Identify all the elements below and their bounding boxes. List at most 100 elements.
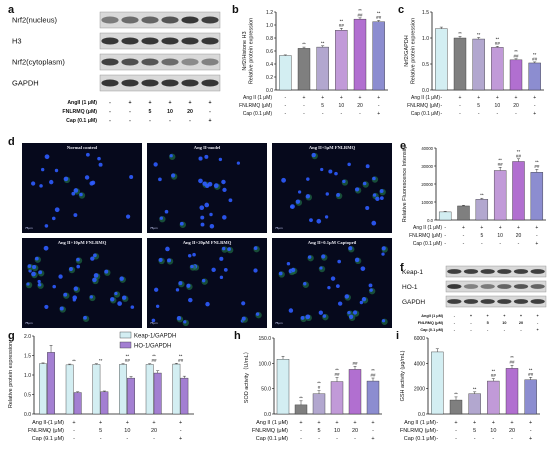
condition-mark: 10 (490, 428, 496, 434)
bar (457, 205, 470, 221)
cell-field (31, 152, 134, 228)
nucleus-dot (188, 297, 193, 303)
y-tick-label: 0.0 (427, 218, 433, 223)
blot-band (201, 58, 219, 66)
significance-mark: ** (299, 395, 303, 400)
nucleus-dot (86, 152, 90, 157)
bar (297, 48, 311, 91)
significance-mark: ** (126, 354, 130, 359)
nucleus-dot (322, 314, 327, 318)
nucleus-dot (44, 154, 50, 160)
blot-band (141, 37, 159, 45)
condition-mark: - (481, 241, 483, 247)
blot-band (121, 37, 139, 45)
condition-mark: 10 (124, 428, 130, 434)
nucleus-dot (90, 180, 96, 185)
y-tick-label: 0.0 (24, 412, 31, 418)
legend-swatch (119, 341, 132, 349)
blot-band (513, 269, 529, 274)
nucleus-dot (309, 218, 313, 223)
nucleus-dot (221, 246, 226, 251)
condition-mark: - (354, 436, 356, 442)
significance-mark: ** (454, 391, 458, 396)
y-axis-label: Nrf2/Histone H3 (242, 31, 248, 70)
nucleus-dot (54, 168, 59, 173)
nucleus-dot (381, 319, 386, 323)
nucleus-dot (37, 282, 42, 287)
condition-mark: - (440, 111, 442, 117)
condition-mark: + (473, 420, 476, 426)
condition-mark: - (440, 95, 442, 101)
blot-condition-mark: 20 (519, 321, 523, 325)
condition-mark: - (46, 420, 48, 426)
condition-mark: - (100, 436, 102, 442)
bar (475, 199, 489, 221)
blot-condition-mark: - (109, 109, 111, 115)
blot-band (480, 299, 495, 304)
nucleus-dot (122, 295, 127, 300)
blot-band (513, 299, 529, 304)
condition-mark: - (511, 436, 513, 442)
blot-band (447, 284, 462, 289)
significance-mark: ## (491, 373, 497, 378)
bar (92, 364, 101, 415)
condition-mark: - (303, 103, 305, 109)
nucleus-dot (154, 287, 159, 292)
significance-mark: ** (517, 149, 521, 154)
nucleus-dot (288, 308, 294, 313)
blot-condition-mark: + (503, 314, 506, 318)
blot-strip (445, 265, 547, 278)
nucleus-dot (165, 246, 170, 252)
condition-label: Ang II (1 μM) (243, 95, 272, 101)
y-tick-label: 100.0 (258, 361, 271, 367)
significance-mark: ** (377, 10, 381, 15)
nucleus-dot (342, 179, 346, 184)
nucleus-dot (79, 192, 83, 197)
bar (366, 380, 380, 415)
bar (468, 393, 481, 415)
nucleus-dot (348, 246, 353, 251)
nucleus-dot (221, 179, 226, 185)
condition-label: Cap (0.1 μM) (243, 111, 273, 117)
bar (47, 352, 55, 415)
bar (127, 377, 135, 415)
legend-label: Keap-1/GAPDH (134, 334, 176, 340)
blot-condition-mark: - (129, 118, 131, 124)
blot-condition-mark: + (208, 100, 211, 106)
nucleus-dot (348, 314, 354, 319)
cell-field (25, 245, 135, 322)
significance-mark: ** (302, 42, 306, 47)
nucleus-dot (26, 282, 30, 286)
significance-mark: ## (495, 41, 501, 46)
nucleus-dot (335, 284, 340, 289)
condition-mark: 20 (509, 428, 515, 434)
significance-mark: ## (357, 12, 363, 17)
condition-mark: - (515, 111, 517, 117)
nucleus-dot (365, 205, 370, 211)
image-title: Ang II-model (193, 145, 221, 150)
nucleus-dot (305, 314, 311, 320)
condition-mark: + (477, 95, 480, 101)
fluorescence-image: Ang II+0.1μM Captopril 75μm (272, 238, 392, 328)
nucleus-dot (41, 167, 45, 172)
condition-mark: 5 (477, 103, 480, 109)
condition-mark: - (303, 111, 305, 117)
y-axis-label: Relative protein expression (411, 18, 417, 84)
blot-condition-mark: - (520, 328, 522, 332)
blot-band (530, 269, 545, 274)
nucleus-dot (381, 246, 386, 251)
significance-mark: ** (358, 8, 362, 13)
blot-band (497, 299, 512, 304)
blot-condition-mark: - (487, 328, 489, 332)
significance-mark: ## (516, 153, 522, 158)
nucleus-dot (179, 221, 184, 226)
nucleus-dot (213, 183, 219, 189)
blot-condition-mark: - (537, 321, 539, 325)
condition-mark: 5 (321, 103, 324, 109)
significance-mark: ** (371, 368, 375, 373)
condition-label: FNLRMQ (μM) (400, 428, 436, 434)
panel-label-h: h (234, 330, 241, 342)
blot-condition-mark: - (470, 321, 472, 325)
fluorescence-image-grid: Normal control 75μm Ang II-model 75μm Ang II… (22, 143, 392, 328)
